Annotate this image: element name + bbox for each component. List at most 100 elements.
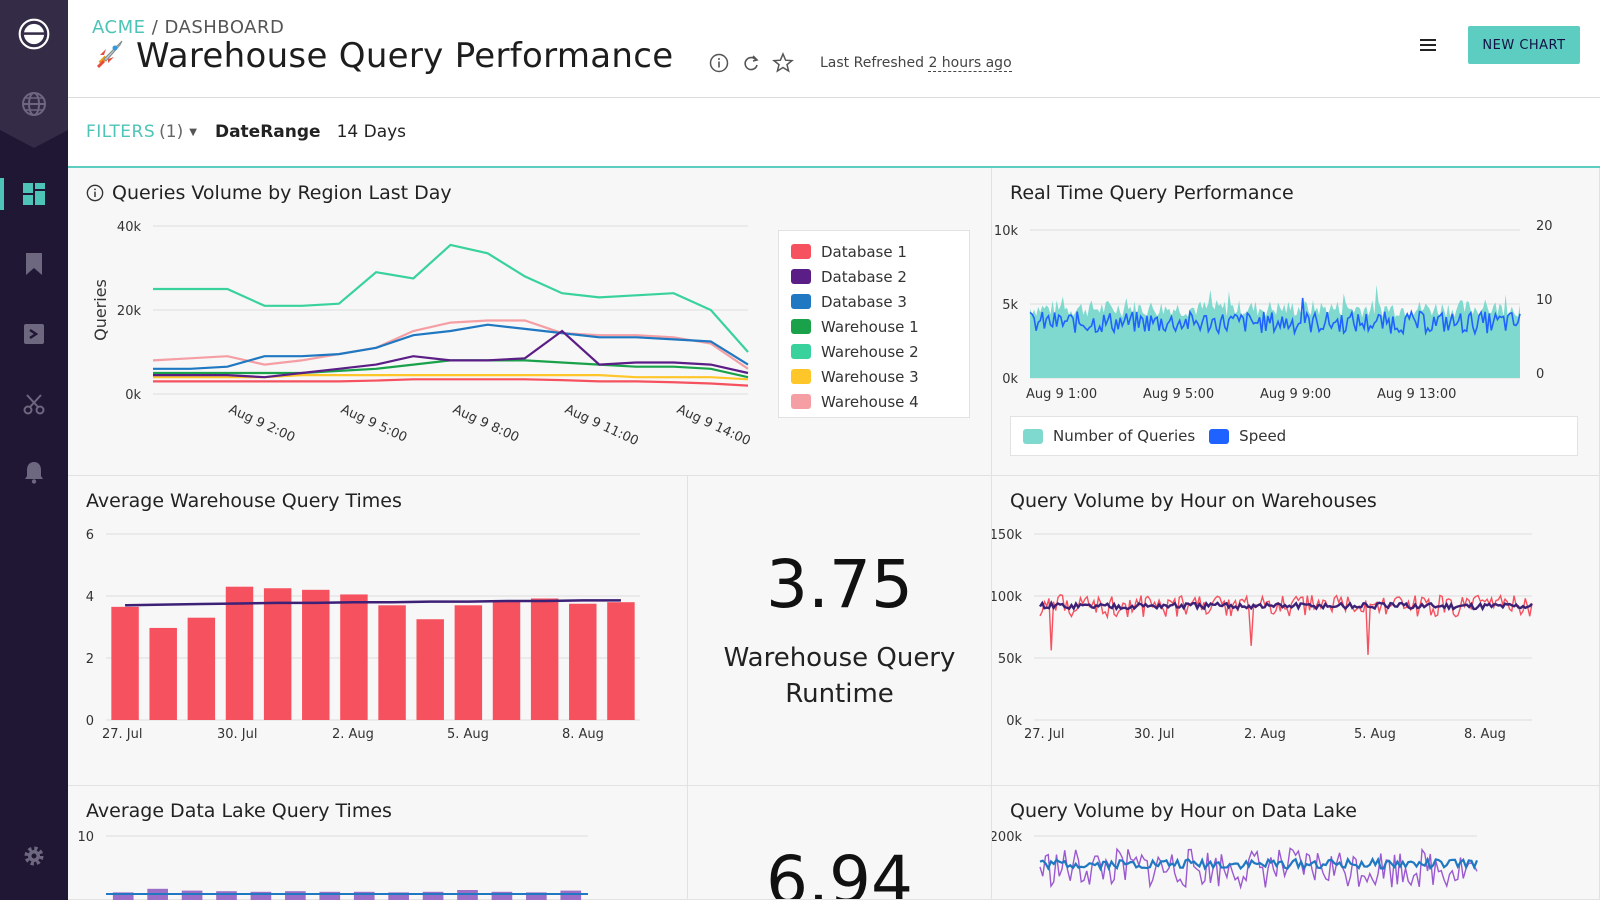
info-icon[interactable] (86, 184, 104, 202)
legend-item[interactable]: Warehouse 2 (791, 339, 957, 364)
x-tick-label: 30. Jul (217, 727, 258, 742)
speed-line (1029, 297, 1521, 337)
legend-item[interactable]: Speed (1209, 424, 1286, 449)
legend-swatch (791, 294, 811, 309)
y-tick-label-right: 20 (1536, 219, 1553, 234)
globe-icon[interactable] (18, 88, 50, 120)
page-title-row: Warehouse Query Performance (92, 36, 673, 76)
series-line (153, 329, 749, 379)
x-tick-label: 5. Aug (1354, 727, 1396, 742)
legend-item[interactable]: Database 2 (791, 264, 957, 289)
panel-title: Queries Volume by Region Last Day (86, 182, 452, 204)
panel-vol-warehouses: Query Volume by Hour on Warehouses 150k 1… (992, 476, 1600, 786)
bar (285, 891, 306, 900)
panel-realtime: Real Time Query Performance 10k 20 5k 10 0k 0… (992, 168, 1600, 476)
refresh-icon[interactable] (740, 52, 762, 74)
x-tick-label: Aug 9 5:00 (1143, 387, 1214, 402)
vol-warehouses-title: Query Volume by Hour on Warehouses (1010, 490, 1377, 512)
legend-swatch (1209, 428, 1230, 444)
avg-datalake-title: Average Data Lake Query Times (86, 800, 392, 822)
series-line (1039, 593, 1533, 655)
series-line (153, 243, 749, 353)
bar (422, 891, 444, 900)
page-title: Warehouse Query Performance (136, 36, 674, 76)
legend-label: Database 2 (821, 267, 907, 286)
breadcrumb-org-link[interactable]: ACME (92, 17, 146, 38)
panel-avg-warehouse: Average Warehouse Query Times 6 4 2 0 27. Ju… (68, 476, 688, 786)
series-line (1039, 847, 1478, 890)
panel-avg-datalake: Average Data Lake Query Times 10 (68, 786, 688, 900)
runtime-kpi-value: 3.75 (766, 546, 913, 623)
scissors-icon[interactable] (18, 388, 50, 420)
bar (569, 603, 597, 720)
legend-swatch (1023, 428, 1043, 444)
x-tick-label: Aug 9 9:00 (1260, 387, 1331, 402)
bar (388, 892, 409, 900)
panel-datalake-kpi: 6.94 (688, 786, 992, 900)
datalake-kpi-value: 6.94 (766, 842, 913, 900)
logo-icon[interactable] (18, 18, 50, 50)
legend-item[interactable]: Number of Queries (1023, 424, 1195, 449)
x-tick-label: Aug 9 1:00 (1026, 387, 1097, 402)
y-tick-label: 2 (86, 652, 94, 667)
bar (149, 627, 177, 720)
bar (454, 605, 483, 720)
legend-swatch (791, 269, 811, 284)
new-chart-button[interactable]: NEW CHART (1468, 26, 1580, 64)
legend-label: Warehouse 1 (821, 317, 919, 336)
breadcrumb-page[interactable]: DASHBOARD (164, 17, 285, 38)
bar (263, 588, 292, 720)
legend-item[interactable]: Database 1 (791, 239, 957, 264)
y-tick-label-right: 0 (1536, 367, 1544, 382)
legend-swatch (791, 319, 811, 334)
y-tick-label-right: 10 (1536, 293, 1553, 308)
bell-icon[interactable] (18, 456, 50, 488)
x-tick-label: 8. Aug (562, 727, 604, 742)
caret-down-icon[interactable]: ▼ (189, 126, 197, 138)
info-icon[interactable] (708, 52, 730, 74)
legend-label: Number of Queries (1053, 427, 1196, 445)
legend-swatch (791, 244, 811, 259)
dashboard-icon[interactable] (18, 178, 50, 210)
breadcrumb: ACME / DASHBOARD (92, 17, 284, 38)
sidebar-top-block (0, 0, 68, 148)
sidebar-active-indicator (0, 178, 4, 210)
bar (560, 890, 582, 900)
realtime-title: Real Time Query Performance (1010, 182, 1294, 204)
legend-label: Database 1 (821, 242, 907, 261)
star-icon[interactable] (772, 52, 794, 74)
avg-warehouse-chart: 6 4 2 0 27. Jul 30. Jul 2. Aug 5. Aug 8. Aug (86, 528, 640, 742)
legend-item[interactable]: Warehouse 4 (791, 389, 957, 414)
avg-warehouse-title: Average Warehouse Query Times (86, 490, 402, 512)
filters-toggle[interactable]: FILTERS (86, 122, 156, 142)
legend-item[interactable]: Warehouse 1 (791, 314, 957, 339)
y-tick-label: 0k (125, 388, 141, 403)
series-line (153, 378, 749, 387)
queries-area (1030, 284, 1520, 378)
legend-item[interactable]: Database 3 (791, 289, 957, 314)
y-tick-label: 50k (998, 652, 1023, 667)
rocket-icon (92, 37, 126, 75)
x-tick-label: Aug 9 11:00 (562, 402, 640, 449)
bar (250, 891, 272, 900)
runtime-kpi-caption-2: Runtime (785, 679, 894, 709)
y-tick-label: 0 (86, 714, 94, 729)
legend-label: Warehouse 4 (821, 392, 919, 411)
legend-item[interactable]: Warehouse 3 (791, 364, 957, 389)
y-tick-label: 200k (992, 830, 1022, 845)
bar (607, 602, 635, 720)
x-tick-label: 8. Aug (1464, 727, 1506, 742)
x-tick-label: 5. Aug (447, 727, 489, 742)
hamburger-menu-icon[interactable] (1418, 36, 1446, 60)
query-icon[interactable] (18, 318, 50, 350)
filter-value[interactable]: 14 Days (336, 122, 407, 142)
legend-label: Database 3 (821, 292, 907, 311)
bookmark-icon[interactable] (18, 248, 50, 280)
runtime-kpi-caption-1: Warehouse Query (723, 643, 956, 673)
bar (187, 617, 216, 720)
filter-name[interactable]: DateRange (214, 122, 321, 142)
y-tick-label: 100k (992, 590, 1022, 605)
legend-label: Warehouse 3 (821, 367, 919, 386)
legend-label: Speed (1239, 427, 1287, 445)
gear-icon[interactable] (18, 840, 50, 872)
